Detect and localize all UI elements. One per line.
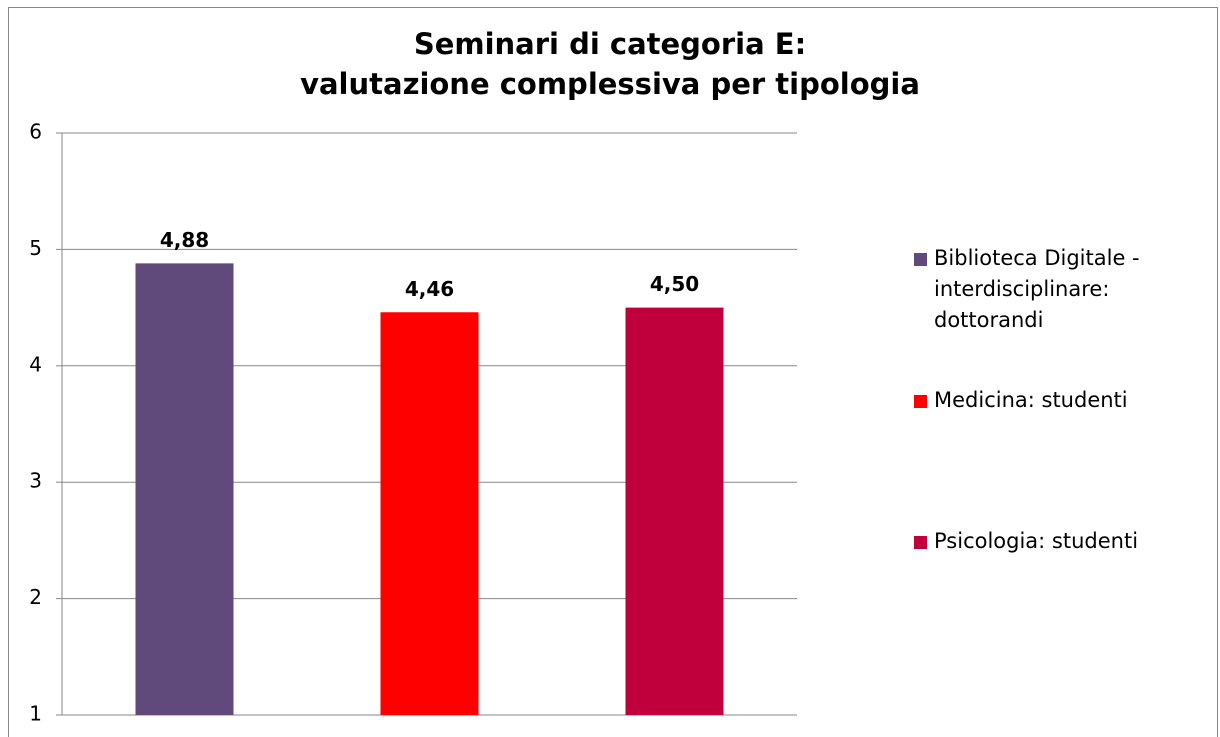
chart-title: Seminari di categoria E: valutazione com… [300,27,920,101]
legend-entry: Psicologia: studenti [914,526,1204,557]
y-tick-label: 2 [29,585,42,609]
legend-label: Biblioteca Digitale - interdisciplinare:… [934,246,1140,332]
chart-border [8,7,1218,737]
bar [625,307,724,715]
legend-swatch [914,395,927,408]
legend-swatch [914,536,927,549]
legend-entry: Medicina: studenti [914,385,1204,416]
y-tick-label: 6 [29,120,42,144]
y-tick-label: 1 [29,702,42,726]
bar [135,263,234,715]
y-tick-label: 4 [29,352,42,376]
legend-swatch [914,253,927,266]
y-tick-label: 3 [29,469,42,493]
legend-label: Psicologia: studenti [934,529,1139,553]
legend-label: Medicina: studenti [934,388,1128,412]
data-label: 4,46 [405,277,454,301]
data-label: 4,88 [160,228,209,252]
data-label: 4,50 [650,272,699,296]
legend-entry: Biblioteca Digitale - interdisciplinare:… [914,243,1204,336]
y-tick-label: 5 [29,236,42,260]
bar [380,312,479,715]
